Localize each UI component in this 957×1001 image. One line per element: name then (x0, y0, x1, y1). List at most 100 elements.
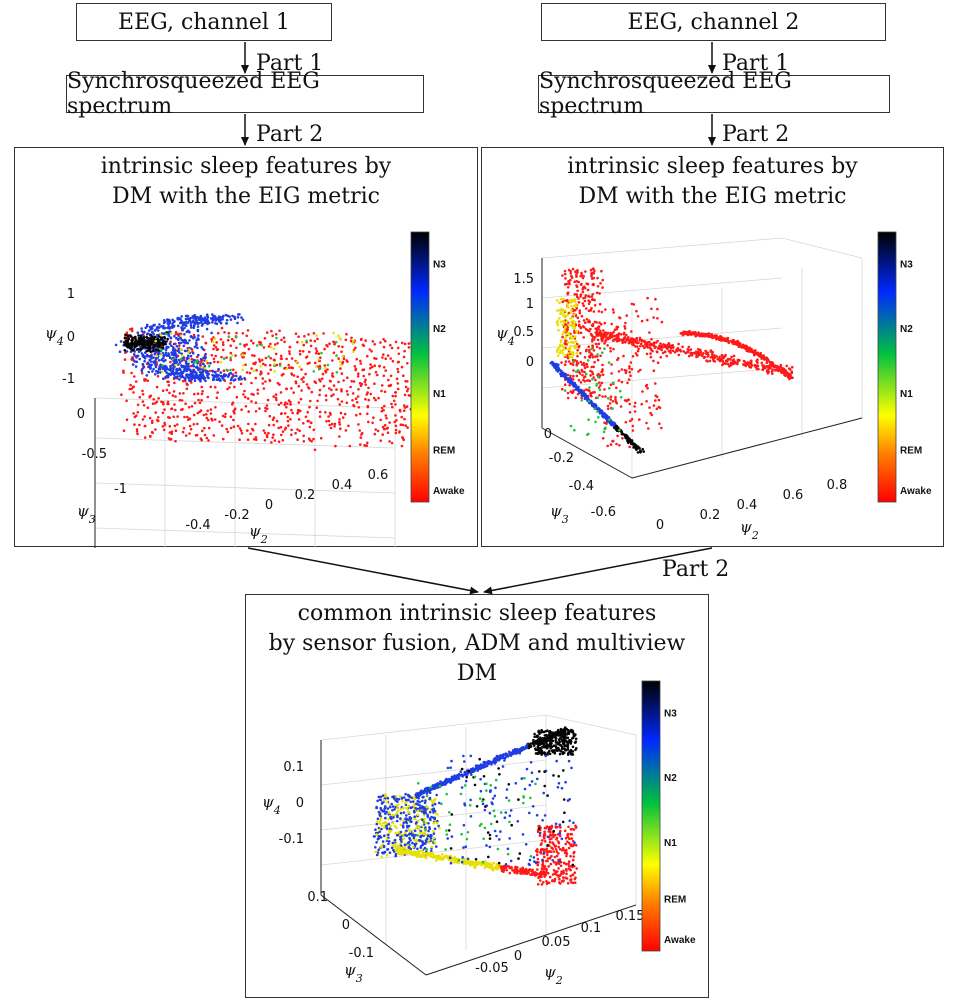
data-point (168, 425, 172, 428)
data-point (578, 311, 582, 315)
data-point (536, 745, 540, 748)
data-point (203, 316, 207, 319)
data-point (180, 365, 184, 369)
data-point (235, 374, 238, 378)
data-point (692, 351, 696, 355)
data-point (544, 744, 547, 748)
data-point (151, 402, 155, 405)
data-point (183, 368, 186, 371)
data-point (432, 830, 435, 833)
data-point (603, 347, 606, 350)
data-point (172, 366, 175, 370)
data-point (203, 367, 207, 370)
data-point (354, 368, 357, 372)
data-point (288, 350, 291, 353)
data-point (735, 340, 738, 344)
data-point (388, 840, 391, 843)
data-point (252, 341, 255, 345)
data-point (142, 404, 146, 407)
data-point (264, 409, 267, 413)
data-point (152, 346, 155, 350)
data-point (312, 428, 316, 432)
data-point (307, 437, 311, 441)
data-point (199, 321, 203, 324)
data-point (624, 337, 627, 340)
data-point (431, 804, 434, 807)
data-point (148, 416, 152, 420)
data-point (744, 364, 748, 368)
data-point (748, 347, 752, 351)
data-point (607, 361, 611, 364)
data-point (557, 738, 561, 742)
data-point (264, 363, 267, 367)
data-point (615, 424, 618, 428)
colorbar-label-rem: REM (433, 446, 455, 457)
data-point (417, 825, 420, 828)
data-point (423, 814, 426, 817)
data-point (193, 323, 196, 326)
data-point (234, 336, 238, 339)
data-point (404, 833, 407, 837)
data-point (152, 349, 155, 353)
data-point (372, 416, 375, 420)
data-point (402, 837, 406, 840)
data-point (412, 800, 415, 803)
data-point (302, 422, 305, 425)
data-point (179, 321, 182, 325)
data-point (579, 381, 583, 384)
data-point (577, 323, 581, 327)
data-point (178, 367, 182, 371)
data-point (587, 345, 590, 348)
data-point (633, 401, 637, 405)
data-point (625, 399, 629, 403)
data-point (133, 342, 136, 346)
data-point (224, 412, 227, 416)
data-point (711, 355, 715, 358)
data-point (248, 371, 252, 375)
data-point (648, 346, 652, 349)
data-point (324, 398, 328, 402)
data-point (778, 368, 781, 371)
data-point (183, 349, 187, 353)
data-point (575, 374, 579, 378)
data-point (541, 738, 545, 742)
data-point (577, 297, 580, 300)
data-point (297, 418, 301, 421)
data-point (358, 429, 362, 432)
data-point (582, 361, 585, 365)
data-point (565, 739, 568, 743)
data-point (232, 425, 236, 429)
data-point (659, 356, 662, 359)
data-point (129, 383, 132, 387)
data-point (566, 748, 570, 751)
data-point (648, 331, 651, 334)
data-point (591, 271, 594, 275)
data-point (405, 405, 409, 408)
data-point (579, 331, 583, 335)
data-point (315, 349, 319, 353)
y-tick-label: -0.2 (549, 451, 574, 466)
data-point (570, 340, 573, 344)
data-point (575, 329, 578, 333)
data-point (370, 350, 373, 353)
data-point (456, 774, 460, 777)
data-point (288, 345, 292, 349)
data-point (434, 812, 437, 815)
data-point (148, 355, 151, 358)
data-point (433, 841, 437, 845)
data-point (378, 819, 382, 822)
data-point (666, 344, 669, 347)
data-point (118, 350, 122, 353)
data-point (575, 362, 579, 365)
data-point (569, 752, 573, 756)
data-point (580, 394, 583, 397)
data-point (566, 292, 569, 296)
data-point (658, 422, 661, 426)
data-point (676, 346, 680, 350)
data-point (326, 368, 329, 371)
data-point (401, 824, 405, 827)
data-point (130, 345, 134, 349)
z-tick-label: 0 (67, 330, 75, 345)
data-point (556, 319, 559, 323)
data-point (394, 414, 397, 417)
